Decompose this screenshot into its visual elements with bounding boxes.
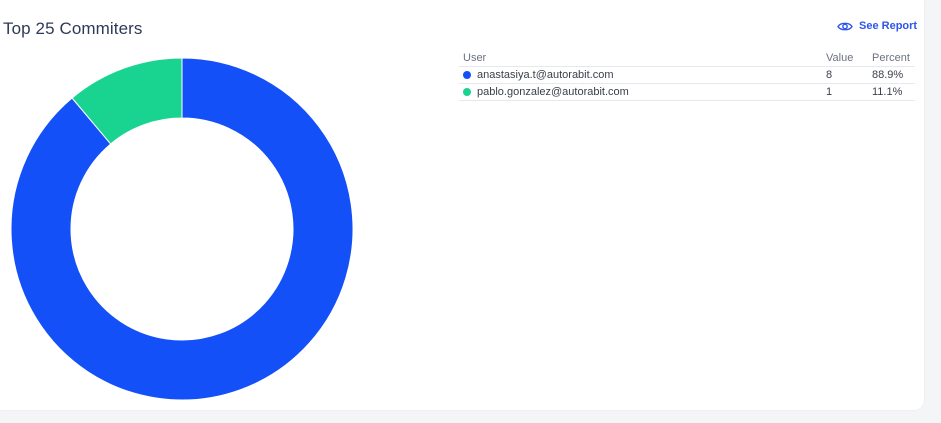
legend-user-cell: pablo.gonzalez@autorabit.com: [459, 83, 822, 101]
legend-color-dot: [463, 71, 471, 79]
legend-table: User Value Percent anastasiya.t@autorabi…: [459, 50, 915, 101]
donut-slice-1[interactable]: [71, 57, 183, 145]
legend-user-cell: anastasiya.t@autorabit.com: [459, 66, 822, 84]
eye-icon: [837, 21, 853, 32]
donut-chart: [10, 57, 354, 401]
column-header-percent: Percent: [868, 50, 915, 67]
legend-user-label: pablo.gonzalez@autorabit.com: [477, 86, 629, 98]
column-header-value: Value: [822, 50, 868, 67]
legend-row-1[interactable]: pablo.gonzalez@autorabit.com 1 11.1%: [459, 83, 915, 101]
legend-percent-cell: 88.9%: [868, 66, 915, 84]
chart-title: Top 25 Commiters: [3, 19, 143, 38]
legend-color-dot: [463, 88, 471, 96]
legend-value-cell: 1: [822, 83, 868, 101]
legend-user-label: anastasiya.t@autorabit.com: [477, 69, 614, 81]
see-report-link[interactable]: See Report: [837, 20, 917, 32]
see-report-label: See Report: [859, 20, 918, 32]
legend-percent-cell: 11.1%: [868, 83, 915, 101]
legend-row-0[interactable]: anastasiya.t@autorabit.com 8 88.9%: [459, 66, 915, 84]
legend-value-cell: 8: [822, 66, 868, 84]
donut-slice-0[interactable]: [10, 57, 354, 401]
legend-header-row: User Value Percent: [459, 50, 915, 67]
commiters-card: Top 25 Commiters See Report User Value P…: [0, 0, 924, 410]
column-header-user: User: [459, 50, 822, 67]
